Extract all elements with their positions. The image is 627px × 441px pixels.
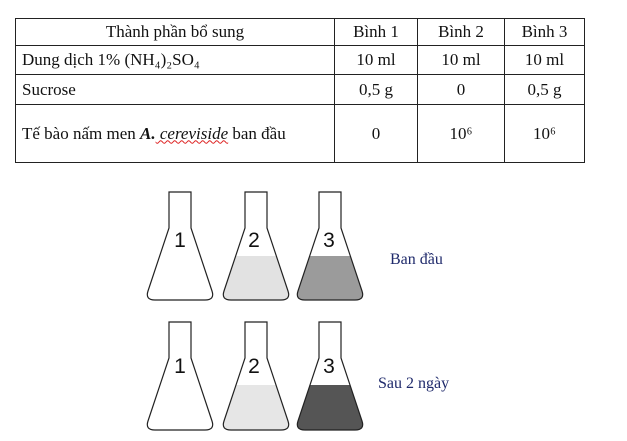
flask-label: 1 — [174, 229, 186, 252]
cell: 0 — [417, 74, 505, 105]
stage-label: Sau 2 ngày — [378, 375, 449, 392]
text: ban đầu — [228, 123, 286, 143]
row: Dung dịch 1% (NH₄)₂SO₄ 10 ml 10 ml 10 ml — [15, 45, 585, 75]
cell: 10⁶ — [504, 104, 585, 163]
composition-table: Thành phần bổ sung Bình 1 Bình 2 Bình 3 … — [15, 18, 585, 163]
cell: 0,5 g — [334, 74, 418, 105]
cell: 0,5 g — [504, 74, 585, 105]
text: A. — [140, 123, 156, 143]
cell: 0 — [334, 104, 418, 163]
flask-labels: 1 2 3 1 2 3 — [174, 229, 335, 378]
flask-label: 3 — [323, 355, 335, 378]
flask-label: 1 — [174, 355, 186, 378]
header-row: Thành phần bổ sung Bình 1 Bình 2 Bình 3 — [15, 18, 585, 46]
cell: 10⁶ — [417, 104, 505, 163]
cell: 10 ml — [504, 45, 585, 75]
cell: Tế bào nấm men A. cereviside ban đầu — [15, 104, 335, 163]
liquid — [297, 256, 363, 300]
flask-label: 2 — [248, 355, 260, 378]
flask-label: 3 — [323, 229, 335, 252]
text: Tế bào nấm men — [22, 123, 141, 143]
header-cell: Bình 3 — [504, 18, 585, 46]
cell: Sucrose — [15, 74, 335, 105]
text: cereviside — [155, 123, 229, 143]
cell: Dung dịch 1% (NH₄)₂SO₄ — [15, 45, 335, 75]
liquid — [223, 256, 289, 300]
flasks — [146, 191, 364, 431]
row: Sucrose 0,5 g 0 0,5 g — [15, 74, 585, 105]
stage-label: Ban đầu — [390, 251, 443, 268]
liquid — [297, 385, 363, 430]
row: Tế bào nấm men A. cereviside ban đầu 0 1… — [15, 104, 585, 163]
header-cell: Thành phần bổ sung — [15, 18, 335, 46]
header-cell: Bình 1 — [334, 18, 418, 46]
flask-label: 2 — [248, 229, 260, 252]
cell: 10 ml — [417, 45, 505, 75]
liquid — [223, 385, 289, 430]
